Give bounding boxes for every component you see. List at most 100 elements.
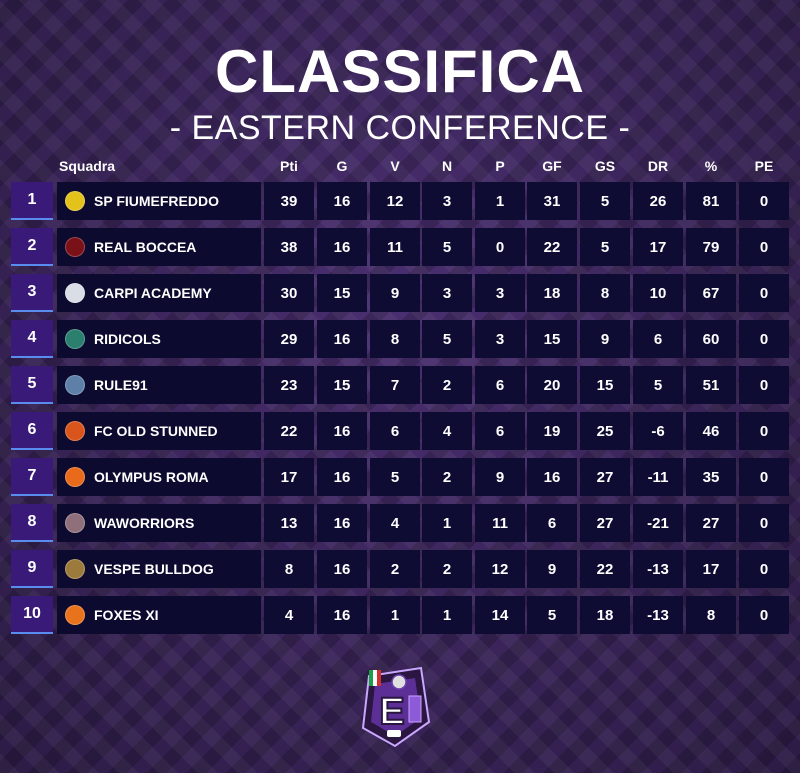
team-cell: OLYMPUS ROMA xyxy=(57,458,261,496)
stat-cell-dr: 6 xyxy=(633,320,683,358)
brand-letter: E xyxy=(379,691,404,733)
stat-cell-pti: 30 xyxy=(264,274,314,312)
team-logo-icon xyxy=(65,559,85,579)
stat-cell-n: 2 xyxy=(422,458,472,496)
stat-cell-dr: -11 xyxy=(633,458,683,496)
stat-cell-n: 2 xyxy=(422,366,472,404)
position-cell: 1 xyxy=(11,182,53,220)
stat-cell-dr: 10 xyxy=(633,274,683,312)
header-dr: DR xyxy=(647,158,669,174)
position-cell: 6 xyxy=(11,412,53,450)
team-name: FC OLD STUNNED xyxy=(94,423,218,439)
team-logo-icon xyxy=(65,375,85,395)
table-row: 1 SP FIUMEFREDDO 39 16 12 3 1 31 5 26 81 0 xyxy=(11,182,789,220)
team-name: OLYMPUS ROMA xyxy=(94,469,209,485)
team-name: RULE91 xyxy=(94,377,148,393)
stat-cell-percent: 27 xyxy=(686,504,736,542)
stat-cell-g: 16 xyxy=(317,550,367,588)
team-cell: WAWORRIORS xyxy=(57,504,261,542)
stat-cell-gs: 8 xyxy=(580,274,630,312)
position-cell: 10 xyxy=(11,596,53,634)
team-cell: RULE91 xyxy=(57,366,261,404)
stat-cell-gf: 15 xyxy=(527,320,577,358)
stat-cell-v: 5 xyxy=(370,458,420,496)
stat-cell-percent: 51 xyxy=(686,366,736,404)
stat-cell-v: 12 xyxy=(370,182,420,220)
stat-cell-dr: -6 xyxy=(633,412,683,450)
stat-cell-pe: 0 xyxy=(739,274,789,312)
table-row: 4 RIDICOLS 29 16 8 5 3 15 9 6 60 0 xyxy=(11,320,789,358)
stat-cell-v: 9 xyxy=(370,274,420,312)
stat-cell-n: 3 xyxy=(422,182,472,220)
stat-cell-pe: 0 xyxy=(739,458,789,496)
stat-cell-percent: 35 xyxy=(686,458,736,496)
team-cell: VESPE BULLDOG xyxy=(57,550,261,588)
stat-cell-v: 8 xyxy=(370,320,420,358)
stat-cell-percent: 67 xyxy=(686,274,736,312)
stat-cell-dr: -21 xyxy=(633,504,683,542)
stat-cell-percent: 8 xyxy=(686,596,736,634)
position-cell: 5 xyxy=(11,366,53,404)
stat-cell-v: 6 xyxy=(370,412,420,450)
team-name: REAL BOCCEA xyxy=(94,239,197,255)
team-name: RIDICOLS xyxy=(94,331,161,347)
stat-cell-gf: 18 xyxy=(527,274,577,312)
team-cell: CARPI ACADEMY xyxy=(57,274,261,312)
stat-cell-dr: 26 xyxy=(633,182,683,220)
stat-cell-g: 16 xyxy=(317,228,367,266)
stat-cell-v: 7 xyxy=(370,366,420,404)
table-row: 5 RULE91 23 15 7 2 6 20 15 5 51 0 xyxy=(11,366,789,404)
stat-cell-gs: 22 xyxy=(580,550,630,588)
stat-cell-dr: -13 xyxy=(633,596,683,634)
stat-cell-pe: 0 xyxy=(739,550,789,588)
stat-cell-g: 16 xyxy=(317,458,367,496)
team-name: WAWORRIORS xyxy=(94,515,195,531)
header-pe: PE xyxy=(754,158,774,174)
stat-cell-pti: 8 xyxy=(264,550,314,588)
stat-cell-pti: 17 xyxy=(264,458,314,496)
stat-cell-gs: 9 xyxy=(580,320,630,358)
stat-cell-gs: 5 xyxy=(580,228,630,266)
stat-cell-gf: 22 xyxy=(527,228,577,266)
header-n: N xyxy=(441,158,453,174)
stat-cell-g: 16 xyxy=(317,504,367,542)
header-percent: % xyxy=(704,158,718,174)
stat-cell-pti: 38 xyxy=(264,228,314,266)
position-cell: 9 xyxy=(11,550,53,588)
team-name: CARPI ACADEMY xyxy=(94,285,212,301)
team-name: SP FIUMEFREDDO xyxy=(94,193,219,209)
stat-cell-v: 11 xyxy=(370,228,420,266)
stat-cell-gf: 9 xyxy=(527,550,577,588)
stat-cell-p: 3 xyxy=(475,320,525,358)
stat-cell-gf: 31 xyxy=(527,182,577,220)
stat-cell-pti: 22 xyxy=(264,412,314,450)
stat-cell-pe: 0 xyxy=(739,596,789,634)
table-row: 9 VESPE BULLDOG 8 16 2 2 12 9 22 -13 17 0 xyxy=(11,550,789,588)
stat-cell-gf: 6 xyxy=(527,504,577,542)
stat-cell-n: 1 xyxy=(422,596,472,634)
stat-cell-percent: 60 xyxy=(686,320,736,358)
stat-cell-v: 2 xyxy=(370,550,420,588)
stat-cell-p: 1 xyxy=(475,182,525,220)
stat-cell-dr: -13 xyxy=(633,550,683,588)
stat-cell-n: 3 xyxy=(422,274,472,312)
stat-cell-p: 9 xyxy=(475,458,525,496)
header-g: G xyxy=(336,158,348,174)
team-logo-icon xyxy=(65,329,85,349)
stat-cell-n: 5 xyxy=(422,228,472,266)
table-row: 10 FOXES XI 4 16 1 1 14 5 18 -13 8 0 xyxy=(11,596,789,634)
stat-cell-pe: 0 xyxy=(739,228,789,266)
team-logo-icon xyxy=(65,467,85,487)
header-p: P xyxy=(495,158,505,174)
stat-cell-g: 16 xyxy=(317,182,367,220)
stat-cell-gs: 18 xyxy=(580,596,630,634)
team-cell: RIDICOLS xyxy=(57,320,261,358)
stat-cell-n: 1 xyxy=(422,504,472,542)
page-subtitle: - EASTERN CONFERENCE - xyxy=(169,109,631,147)
stat-cell-dr: 5 xyxy=(633,366,683,404)
header-v: V xyxy=(390,158,400,174)
position-cell: 3 xyxy=(11,274,53,312)
stat-cell-p: 6 xyxy=(475,366,525,404)
stat-cell-p: 12 xyxy=(475,550,525,588)
stat-cell-percent: 46 xyxy=(686,412,736,450)
